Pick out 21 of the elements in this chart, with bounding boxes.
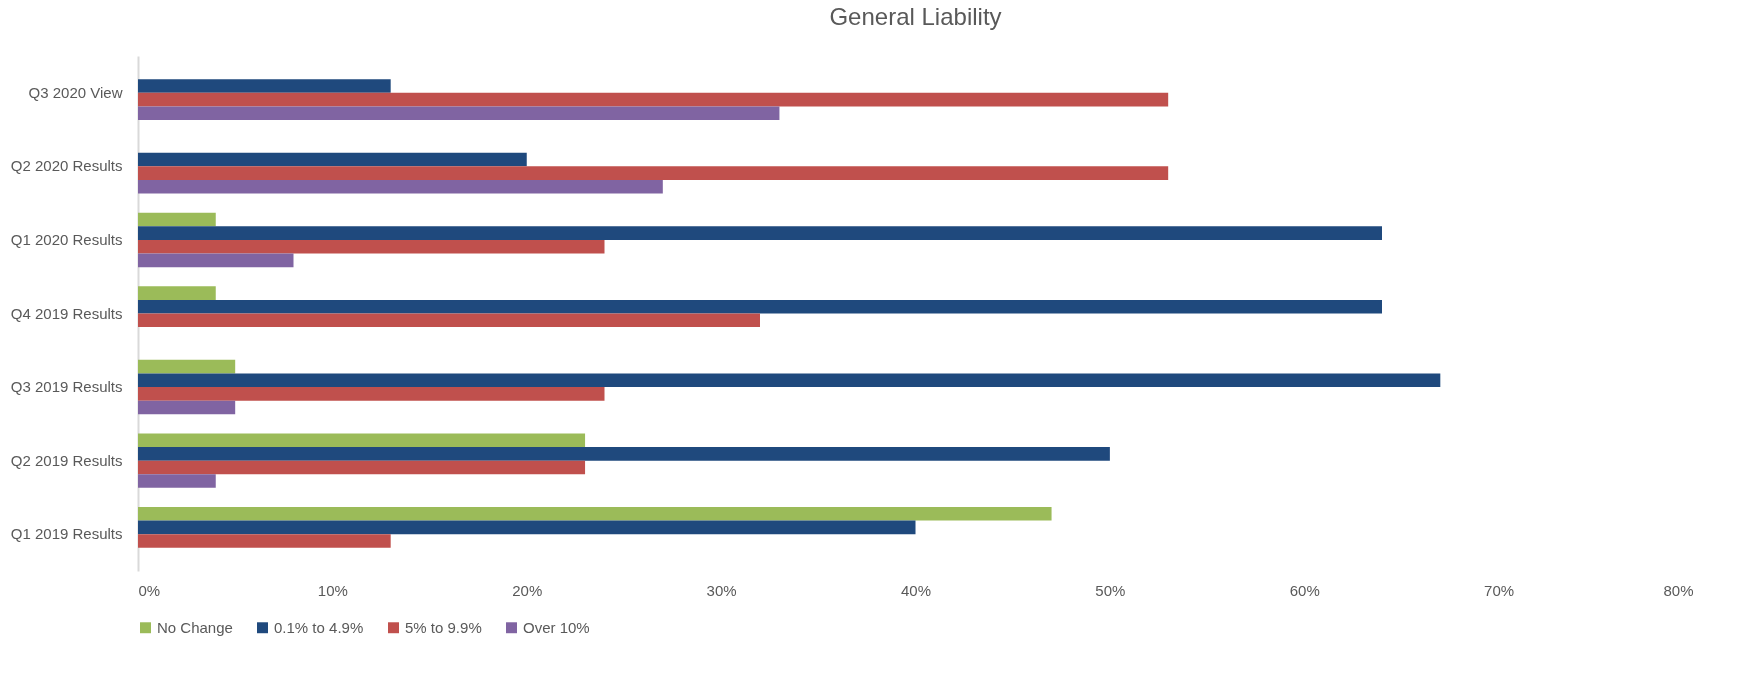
y-tick-label: Q3 2019 Results (10, 378, 123, 396)
y-tick-label: Q2 2020 Results (10, 157, 123, 175)
legend-label: No Change (157, 618, 233, 636)
x-tick-label: 0% (138, 581, 161, 599)
x-tick-label: 30% (706, 581, 737, 599)
y-tick-label: Q4 2019 Results (10, 304, 123, 322)
y-tick-label: Q3 2020 View (28, 83, 123, 101)
chart-title: General Liability (829, 3, 1002, 30)
y-tick-label: Q2 2019 Results (10, 451, 123, 469)
legend-label: Over 10% (523, 618, 590, 636)
legend-label: 0.1% to 4.9% (274, 618, 364, 636)
x-tick-label: 10% (317, 581, 348, 599)
y-tick-label: Q1 2020 Results (10, 230, 123, 248)
x-tick-label: 50% (1095, 581, 1126, 599)
x-tick-label: 80% (1663, 581, 1694, 599)
x-tick-label: 70% (1484, 581, 1515, 599)
x-tick-label: 20% (512, 581, 543, 599)
y-tick-label: Q1 2019 Results (10, 525, 123, 543)
x-tick-label: 60% (1289, 581, 1320, 599)
legend-label: 5% to 9.9% (405, 618, 482, 636)
x-tick-label: 40% (900, 581, 932, 599)
